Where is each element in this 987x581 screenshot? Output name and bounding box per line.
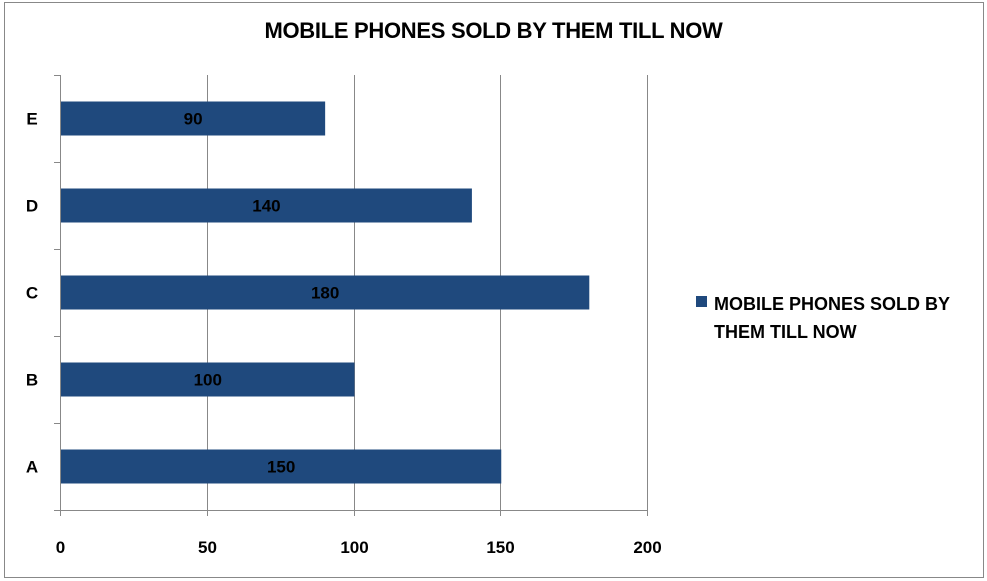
labels: 0 50 100 150 200 150 A 100 B 180 C 140 D 90 E <box>26 110 662 558</box>
data-label-C: 180 <box>311 284 339 303</box>
y-tick-label-C: C <box>26 284 38 303</box>
bars <box>61 101 590 484</box>
sheet-edge <box>0 0 5 581</box>
x-tick-label-100: 100 <box>340 538 368 557</box>
data-label-E: 90 <box>184 110 203 129</box>
x-tick-label-0: 0 <box>56 538 65 557</box>
bar-A <box>61 449 502 484</box>
axes <box>54 75 648 516</box>
legend-entry: MOBILE PHONES SOLD BY THEM TILL NOW <box>714 294 950 342</box>
bar-C <box>61 275 590 310</box>
x-tick-label-150: 150 <box>486 538 514 557</box>
y-tick-label-E: E <box>26 110 37 129</box>
chart-title: MOBILE PHONES SOLD BY THEM TILL NOW <box>264 18 723 43</box>
legend-swatch <box>696 296 707 307</box>
bar-D <box>61 188 472 223</box>
data-label-A: 150 <box>267 458 295 477</box>
bar-B <box>61 362 355 397</box>
y-tick-label-A: A <box>26 458 38 477</box>
x-tick-label-200: 200 <box>633 538 661 557</box>
y-tick-label-B: B <box>26 371 38 390</box>
bar-E <box>61 101 326 136</box>
y-tick-label-D: D <box>26 197 38 216</box>
data-label-D: 140 <box>252 197 280 216</box>
data-label-B: 100 <box>194 371 222 390</box>
x-tick-label-50: 50 <box>198 538 217 557</box>
